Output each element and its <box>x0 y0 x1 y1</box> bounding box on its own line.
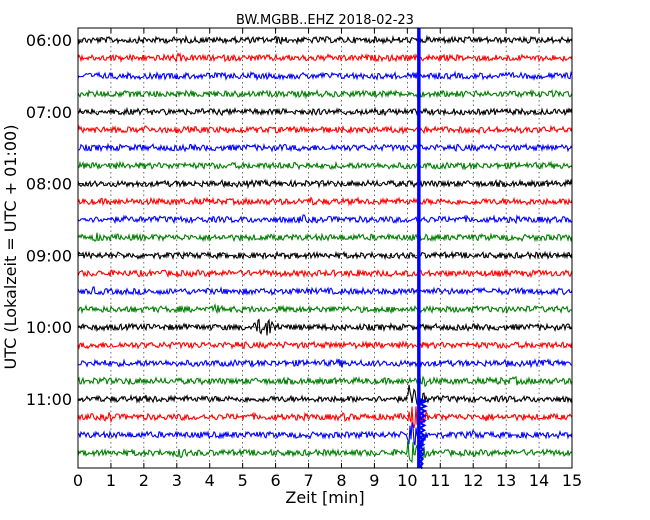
x-tick-label: 7 <box>303 471 313 490</box>
trace-row-19 <box>77 375 573 388</box>
trace-row-0 <box>77 34 573 46</box>
seismic-trace <box>77 318 573 336</box>
trace-row-12 <box>77 250 573 261</box>
trace-row-21 <box>77 406 573 429</box>
plot-frame <box>77 27 573 469</box>
trace-row-16 <box>77 318 573 336</box>
seismic-trace <box>77 106 573 117</box>
y-axis-ticks: 06:00 07:00 08:00 09:00 10:00 11:00 <box>26 31 572 409</box>
trace-row-18 <box>77 357 573 369</box>
x-tick-label: 15 <box>562 471 582 490</box>
trace-row-14 <box>77 286 573 297</box>
chart-title: BW.MGBB..EHZ 2018-02-23 <box>236 13 414 28</box>
trace-row-17 <box>77 340 573 350</box>
trace-row-8 <box>77 178 573 190</box>
x-tick-label: 10 <box>397 471 417 490</box>
trace-row-13 <box>77 268 573 279</box>
trace-rows <box>77 34 573 464</box>
y-tick-label: 08:00 <box>26 175 72 194</box>
seismic-trace <box>78 142 573 153</box>
x-tick-label: 11 <box>430 471 450 490</box>
seismic-trace <box>77 268 573 279</box>
seismic-trace <box>77 124 573 136</box>
seismic-trace <box>77 439 573 464</box>
trace-row-5 <box>77 124 573 136</box>
trace-row-11 <box>77 232 573 243</box>
seismic-trace <box>77 286 573 297</box>
events <box>417 28 429 470</box>
x-axis-label: Zeit [min] <box>285 488 364 507</box>
seismic-trace <box>77 52 573 64</box>
trace-row-9 <box>77 196 573 207</box>
event-coda <box>417 398 429 470</box>
y-tick-label: 10:00 <box>26 318 72 337</box>
seismic-trace <box>77 196 573 207</box>
seismic-trace <box>77 178 573 190</box>
trace-row-4 <box>77 106 573 117</box>
y-tick-label: 07:00 <box>26 103 72 122</box>
trace-row-3 <box>77 88 573 100</box>
seismic-trace <box>77 357 573 369</box>
x-tick-label: 1 <box>106 471 116 490</box>
seismic-trace <box>77 422 573 446</box>
trace-row-7 <box>77 160 573 171</box>
trace-row-23 <box>77 439 573 464</box>
x-tick-label: 4 <box>205 471 215 490</box>
seismic-trace <box>77 340 573 350</box>
x-axis-ticks: 0 1 2 3 4 5 6 7 8 9 10 11 12 13 14 15 <box>73 28 582 490</box>
seismic-trace <box>77 302 573 315</box>
x-tick-label: 8 <box>336 471 346 490</box>
seismic-trace <box>77 34 573 46</box>
seismic-trace <box>77 250 573 261</box>
y-axis-label: UTC (Lokalzeit = UTC + 01:00) <box>1 125 20 370</box>
seismic-trace <box>77 70 573 81</box>
y-tick-label: 11:00 <box>26 390 72 409</box>
seismic-trace <box>77 214 573 225</box>
x-tick-label: 13 <box>496 471 516 490</box>
trace-row-6 <box>78 142 573 153</box>
trace-row-20 <box>77 384 573 406</box>
trace-row-15 <box>77 302 573 315</box>
seismic-trace <box>77 88 573 100</box>
y-tick-label: 06:00 <box>26 31 72 50</box>
x-tick-label: 3 <box>172 471 182 490</box>
seismic-trace <box>77 232 573 243</box>
seismic-trace <box>77 160 573 171</box>
trace-row-22 <box>77 422 573 446</box>
seismic-trace <box>77 384 573 406</box>
trace-row-2 <box>77 70 573 81</box>
seismic-trace <box>77 406 573 429</box>
y-tick-label: 09:00 <box>26 246 72 265</box>
x-tick-label: 9 <box>369 471 379 490</box>
x-tick-label: 2 <box>139 471 149 490</box>
trace-row-1 <box>77 52 573 64</box>
x-tick-label: 14 <box>529 471 549 490</box>
x-tick-label: 0 <box>73 471 83 490</box>
x-tick-label: 5 <box>238 471 248 490</box>
x-tick-label: 12 <box>463 471 483 490</box>
seismic-trace <box>77 375 573 388</box>
trace-row-10 <box>77 214 573 225</box>
x-tick-label: 6 <box>271 471 281 490</box>
